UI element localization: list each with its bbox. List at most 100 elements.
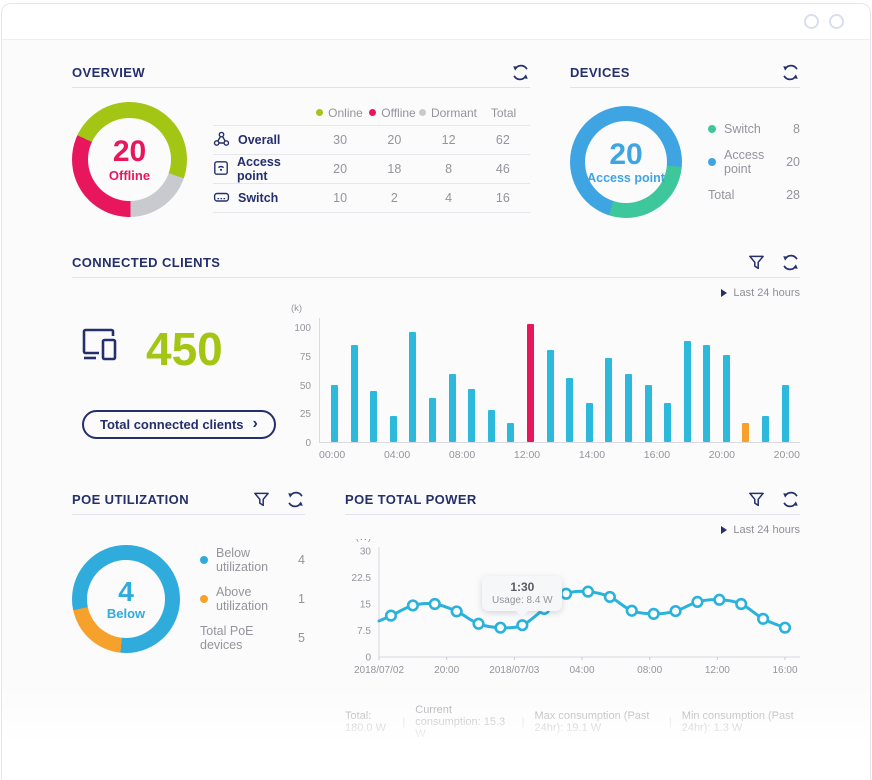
x-tick-label: 12:00	[513, 449, 541, 461]
x-tick-label: 20:00	[708, 449, 735, 461]
bar[interactable]	[722, 354, 730, 442]
y-tick-label: 100	[294, 323, 311, 334]
bar[interactable]	[781, 384, 789, 442]
poe-donut-center: 4 Below	[87, 560, 165, 638]
bar[interactable]	[605, 358, 613, 442]
window-control-icon[interactable]	[804, 14, 819, 29]
refresh-icon[interactable]	[781, 490, 800, 509]
poe-donut-label: Below	[106, 606, 146, 622]
bar[interactable]	[762, 415, 770, 442]
chevron-right-icon: ›	[252, 415, 258, 432]
svg-text:(W): (W)	[356, 539, 371, 543]
bar[interactable]	[566, 377, 574, 442]
poe-utilization-legend: Below utilization 4 Above utilization 1 …	[200, 546, 305, 652]
data-point-marker[interactable]	[603, 590, 616, 604]
bar[interactable]	[487, 409, 495, 442]
time-range-label[interactable]: Last 24 hours	[345, 523, 800, 537]
x-tick-label: 08:00	[448, 449, 476, 461]
y-tick-label: 50	[299, 380, 311, 392]
data-point-marker[interactable]	[428, 597, 441, 611]
data-point-marker[interactable]	[647, 607, 660, 620]
data-point-marker[interactable]	[384, 609, 398, 622]
data-point-marker[interactable]	[757, 612, 770, 625]
bar[interactable]	[389, 415, 397, 442]
bar[interactable]	[507, 422, 515, 442]
refresh-icon[interactable]	[781, 253, 800, 272]
bar[interactable]	[585, 402, 593, 442]
data-point-marker[interactable]	[560, 587, 573, 600]
bar[interactable]	[350, 345, 358, 442]
bar[interactable]	[624, 374, 632, 442]
devices-donut-chart: 20 Access point	[570, 106, 682, 218]
svg-text:04:00: 04:00	[569, 665, 594, 676]
devices-panel: DEVICES	[570, 58, 800, 218]
data-point-marker[interactable]	[713, 593, 726, 606]
data-point-marker[interactable]	[691, 595, 704, 608]
poe-total-power-panel: POE TOTAL POWER	[345, 485, 800, 740]
data-point-marker[interactable]	[735, 597, 748, 611]
chart-tooltip: 1:30 Usage: 8.4 W	[482, 576, 563, 618]
top-information-title: TOP INFORMATION	[72, 766, 199, 780]
online-legend-dot	[316, 109, 324, 116]
y-tick-label: 0	[305, 438, 311, 449]
window-titlebar	[2, 4, 870, 40]
data-point-marker[interactable]	[494, 621, 507, 634]
x-tick-label: 00:00	[319, 449, 346, 461]
stat-item: Min consumption (Past 24hr): 1.3 W	[681, 710, 794, 734]
x-tick-label: 16:00	[643, 449, 671, 461]
overview-panel: OVERVIEW	[72, 58, 530, 218]
table-row-overall: Overall 30 20 12 62	[213, 126, 530, 155]
data-point-marker[interactable]	[406, 599, 419, 612]
bar-chart-plot	[319, 318, 800, 443]
refresh-icon[interactable]	[511, 63, 530, 82]
offline-legend-dot	[369, 109, 377, 116]
data-point-marker[interactable]	[625, 604, 638, 617]
bar[interactable]	[468, 389, 476, 442]
stat-separator: |	[521, 716, 525, 728]
filter-icon[interactable]	[253, 491, 270, 508]
refresh-icon[interactable]	[286, 490, 305, 509]
play-triangle-icon	[721, 526, 728, 534]
bar[interactable]	[683, 340, 691, 442]
data-point-marker[interactable]	[450, 605, 463, 618]
bar[interactable]	[742, 422, 750, 442]
bar[interactable]	[331, 384, 338, 442]
bar[interactable]	[546, 350, 554, 442]
stat-separator: |	[668, 716, 672, 728]
total-connected-clients-button[interactable]: Total connected clients ›	[82, 410, 276, 439]
switch-legend-dot	[708, 125, 716, 133]
filter-icon[interactable]	[748, 254, 765, 271]
data-point-marker[interactable]	[778, 621, 792, 634]
bar[interactable]	[644, 384, 652, 442]
devices-donut-value: 20	[609, 138, 643, 172]
bar[interactable]	[664, 402, 672, 442]
bar[interactable]	[448, 374, 456, 442]
data-point-marker[interactable]	[516, 619, 529, 632]
poe-power-stats: Total: 180.0 W | Current consumption: 15.3…	[345, 704, 800, 740]
bar-chart-y-axis: 100 75 50 25 0	[289, 318, 315, 449]
bar[interactable]	[526, 323, 534, 442]
bar[interactable]	[703, 345, 711, 442]
time-range-label[interactable]: Last 24 hours	[72, 286, 800, 300]
window-control-icon[interactable]	[829, 14, 844, 29]
overview-donut-label: Offline	[108, 167, 151, 183]
filter-icon[interactable]	[748, 491, 765, 508]
legend-item-total-poe: Total PoE devices 5	[200, 624, 305, 652]
stat-item: Current consumption: 15.3 W	[415, 704, 506, 740]
svg-text:2018/07/02: 2018/07/02	[354, 665, 404, 676]
svg-text:7.5: 7.5	[357, 626, 371, 637]
bar[interactable]	[370, 391, 378, 442]
refresh-icon[interactable]	[781, 63, 800, 82]
connected-clients-title: CONNECTED CLIENTS	[72, 255, 221, 270]
data-point-marker[interactable]	[581, 585, 595, 598]
dots-menu-icon[interactable]	[780, 767, 800, 780]
switch-icon	[213, 189, 230, 208]
data-point-marker[interactable]	[669, 604, 682, 618]
legend-item-switch: Switch 8	[708, 122, 800, 136]
bar[interactable]	[409, 331, 417, 442]
bar[interactable]	[428, 398, 436, 442]
data-point-marker[interactable]	[472, 617, 485, 630]
svg-text:2018/07/03: 2018/07/03	[489, 665, 539, 676]
x-tick-label: 14:00	[578, 449, 606, 461]
devices-legend: Switch 8 Access point 20 Total 28	[708, 122, 800, 202]
